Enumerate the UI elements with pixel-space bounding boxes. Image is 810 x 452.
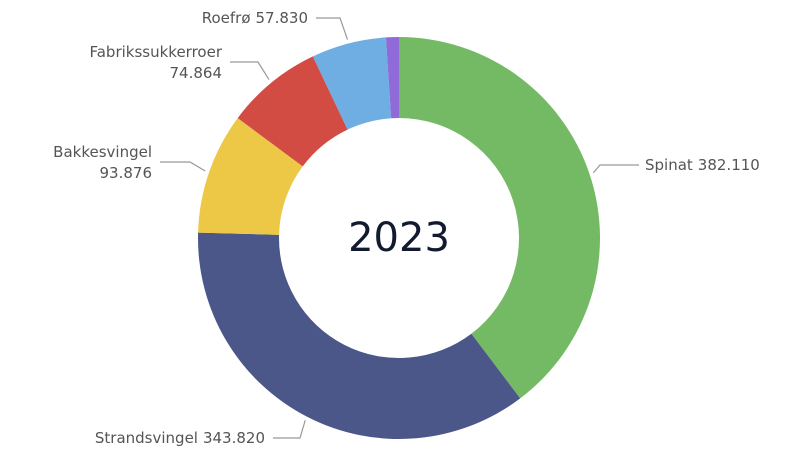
- label-value: 74.864: [170, 64, 223, 82]
- data-label: Fabrikssukkerroer 74.864: [89, 43, 222, 82]
- donut-slice: [312, 37, 392, 130]
- label-name: Spinat: [645, 156, 693, 174]
- label-name: Roefrø: [202, 9, 251, 27]
- label-name: Fabrikssukkerroer: [89, 43, 222, 61]
- donut-slice: [399, 37, 600, 399]
- label-value: 57.830: [256, 9, 309, 27]
- leader-line: [160, 161, 206, 172]
- donut-slice: [198, 118, 303, 235]
- data-label: Roefrø 57.830: [202, 9, 308, 27]
- leader-line: [316, 17, 349, 40]
- leader-line: [273, 420, 306, 439]
- donut-slice: [237, 56, 348, 167]
- label-value: 93.876: [100, 164, 153, 182]
- donut-slice: [198, 232, 521, 439]
- data-label: Spinat 382.110: [645, 156, 760, 174]
- donut-slice: [385, 37, 399, 119]
- label-value: 343.820: [203, 429, 265, 447]
- data-label: Bakkesvingel 93.876: [53, 143, 152, 182]
- center-label: 2023: [348, 215, 450, 261]
- label-name: Bakkesvingel: [53, 143, 152, 161]
- leader-line: [230, 61, 270, 80]
- data-label: Strandsvingel 343.820: [95, 429, 265, 447]
- label-value: 382.110: [698, 156, 760, 174]
- leader-line: [592, 164, 639, 174]
- label-name: Strandsvingel: [95, 429, 198, 447]
